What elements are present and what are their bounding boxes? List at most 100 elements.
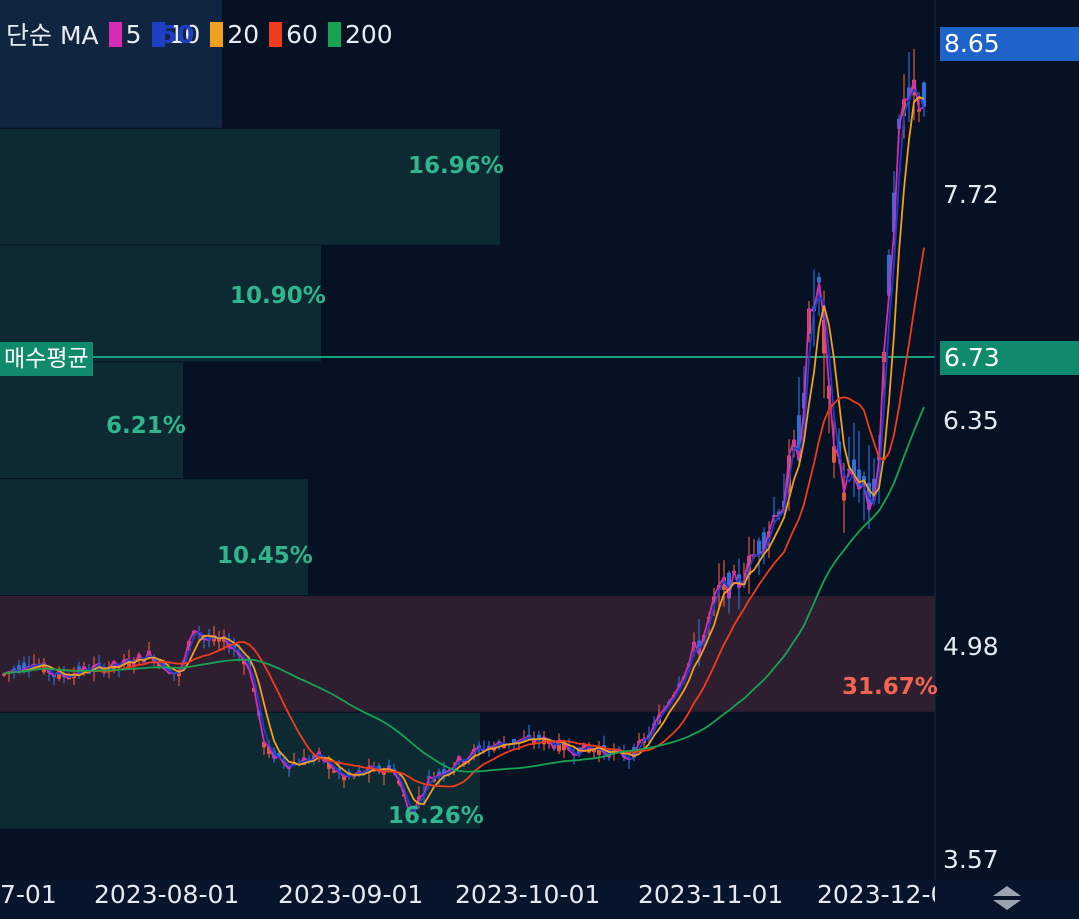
candle-body (2, 673, 6, 676)
candle-body (562, 741, 566, 751)
candle-body (152, 657, 156, 663)
date-tick: 7-01 (0, 880, 57, 909)
candle-body (747, 555, 751, 575)
ma5-swatch (108, 21, 122, 47)
candle-body (532, 740, 536, 743)
candle-body (817, 277, 821, 283)
candle-body (597, 748, 601, 755)
avg-price-label: 매수평균 (0, 342, 93, 376)
candle-body (722, 577, 726, 590)
candle-body (52, 675, 56, 678)
candle-body (727, 572, 731, 599)
candle-body (872, 478, 876, 498)
ma200-swatch (327, 21, 341, 47)
price-tick: 7.72 (943, 180, 999, 209)
price-tick: 6.35 (943, 406, 999, 435)
candle-body (512, 738, 516, 744)
ma5-label: 5 (125, 19, 142, 49)
candle-body (472, 749, 476, 755)
date-tick: 2023-10-01 (455, 880, 601, 909)
volume-profile-bar (0, 362, 183, 479)
ma10-swatch (151, 21, 165, 47)
candle-body (622, 753, 626, 758)
candle-body (262, 741, 266, 748)
avg-price-tag: 6.73 (940, 341, 1079, 375)
ma20-swatch (210, 21, 224, 47)
candle-body (907, 87, 911, 100)
overlay-text: .50 (150, 20, 195, 49)
ma10-line (3, 88, 925, 814)
ma200-line (3, 406, 925, 773)
candle-body (12, 668, 16, 671)
ma-legend[interactable]: 단순 MA 5 10 20 60 200 (6, 16, 395, 52)
volume-profile-pct: 16.96% (408, 153, 504, 179)
scroll-arrows-icon[interactable] (991, 884, 1023, 912)
candle-body (717, 584, 721, 590)
current-price-tag: 8.65 (940, 27, 1079, 61)
candle-body (82, 666, 86, 672)
volume-profile-bar (0, 0, 222, 128)
candle-body (442, 769, 446, 775)
candle-body (432, 778, 436, 782)
ma200-label: 200 (344, 19, 393, 49)
candle-body (607, 749, 611, 758)
volume-profile-pct: 10.90% (230, 283, 326, 309)
candle-body (382, 771, 386, 775)
candle-body (272, 750, 276, 759)
candle-body (797, 415, 801, 461)
candle-body (892, 192, 896, 232)
volume-profile-bar (0, 479, 308, 595)
price-tick: 4.98 (943, 632, 999, 661)
candle-body (602, 745, 606, 753)
volume-profile-bar (0, 595, 935, 712)
ma10-label: 10 (168, 19, 201, 49)
candle-body (737, 574, 741, 588)
candle-body (822, 319, 826, 354)
candle-body (457, 756, 461, 762)
candle-body (487, 745, 491, 748)
candle-body (887, 254, 891, 296)
volume-profile-pct: 6.21% (106, 413, 186, 439)
candle-body (187, 641, 191, 651)
candle-body (592, 749, 596, 753)
candle-body (842, 492, 846, 501)
price-tick: 3.57 (943, 845, 999, 874)
candle-body (537, 734, 541, 741)
candle-body (902, 99, 906, 117)
candle-body (277, 752, 281, 757)
candle-body (437, 771, 441, 775)
candle-body (912, 79, 916, 96)
candle-body (582, 743, 586, 752)
candle-body (267, 746, 271, 754)
candle-body (832, 446, 836, 463)
candle-body (287, 765, 291, 769)
candle-body (502, 743, 506, 749)
candle-body (57, 671, 61, 679)
date-tick: 2023-12-0 (817, 880, 935, 909)
date-tick: 2023-08-01 (94, 880, 240, 909)
candle-body (157, 662, 161, 667)
candle-body (762, 532, 766, 550)
candle-body (42, 662, 46, 673)
candle-body (127, 659, 131, 667)
ma20-line (3, 95, 925, 805)
ma60-swatch (269, 21, 283, 47)
candle-body (852, 459, 856, 478)
candle-body (407, 812, 411, 818)
date-tick: 2023-09-01 (278, 880, 424, 909)
candle-body (412, 806, 416, 813)
candle-body (542, 736, 546, 745)
candle-body (857, 469, 861, 490)
candle-body (792, 439, 796, 451)
candle-body (22, 662, 26, 669)
candle-body (177, 672, 181, 677)
candle-body (327, 761, 331, 769)
volume-profile-pct: 10.45% (217, 543, 313, 569)
candle-body (242, 660, 246, 665)
ma60-line (3, 247, 925, 788)
legend-prefix: 단순 MA (6, 21, 99, 50)
volume-profile-pct: 31.67% (842, 674, 938, 700)
volume-profile-bar (0, 128, 500, 245)
candle-body (387, 765, 391, 768)
